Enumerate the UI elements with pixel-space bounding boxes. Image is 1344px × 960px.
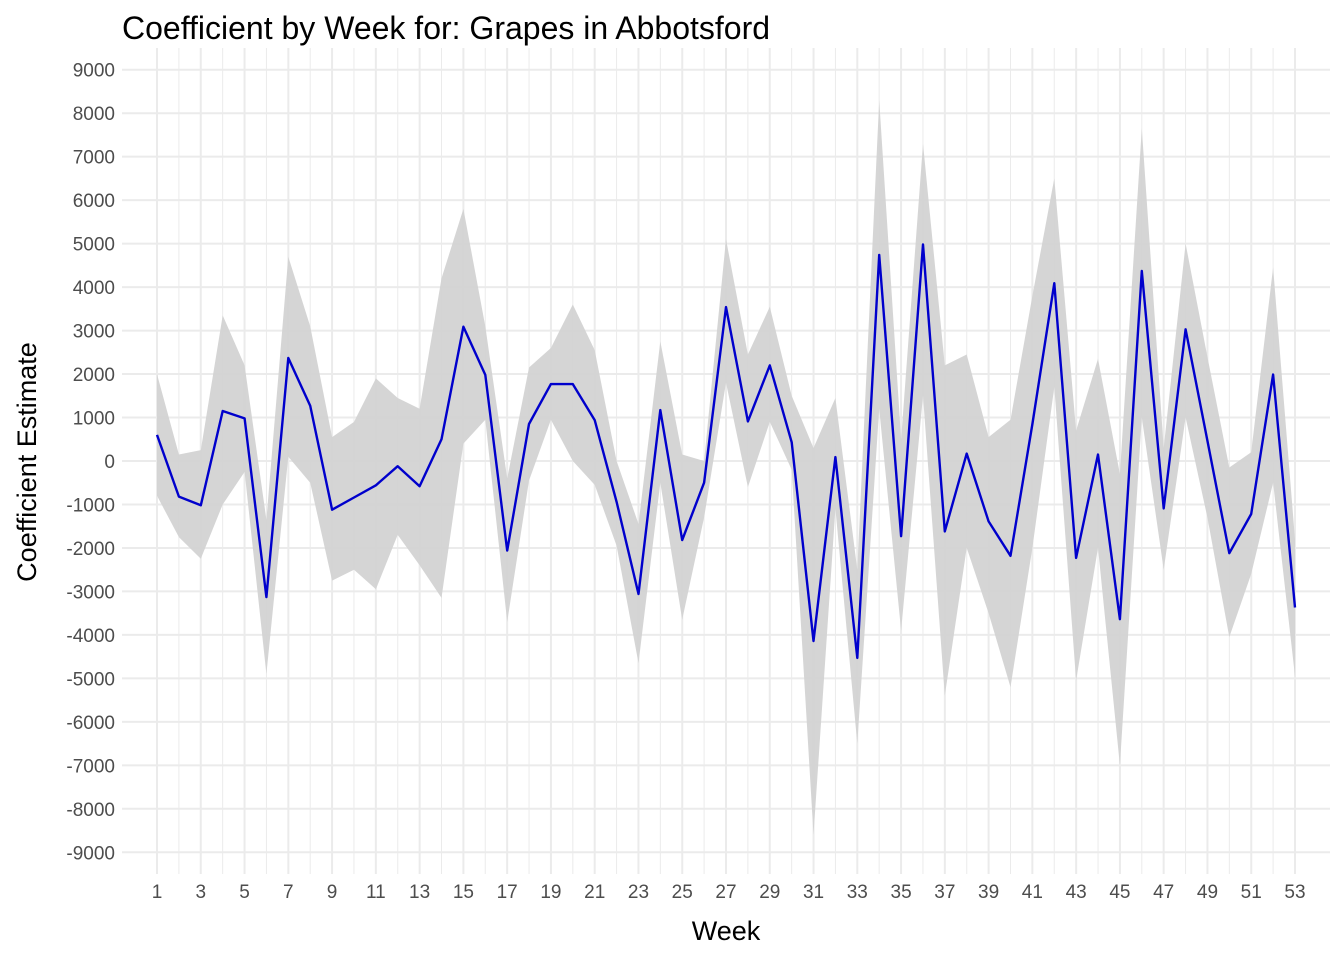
x-tick-label: 7 — [283, 882, 294, 903]
x-tick-label: 45 — [1109, 882, 1130, 903]
y-tick-label: 4000 — [73, 278, 115, 299]
y-tick-label: 2000 — [73, 365, 115, 386]
x-tick-label: 11 — [366, 882, 386, 903]
y-tick-label: -6000 — [66, 713, 115, 734]
x-tick-label: 19 — [540, 882, 561, 903]
y-tick-label: -7000 — [66, 756, 115, 777]
x-tick-label: 5 — [239, 882, 250, 903]
chart-title: Coefficient by Week for: Grapes in Abbot… — [122, 10, 770, 46]
x-tick-label: 31 — [803, 882, 824, 903]
y-tick-label: 1000 — [73, 409, 115, 430]
y-tick-labels: -9000 -8000 -7000 -6000 -5000 -4000 -3000 -2000… — [66, 61, 115, 865]
y-tick-label: -3000 — [66, 582, 115, 603]
y-tick-label: 5000 — [73, 235, 115, 256]
x-tick-label: 53 — [1284, 882, 1305, 903]
x-tick-label: 29 — [759, 882, 780, 903]
y-axis-title: Coefficient Estimate — [12, 342, 42, 582]
x-tick-label: 25 — [672, 882, 693, 903]
x-tick-label: 49 — [1197, 882, 1218, 903]
y-tick-label: -9000 — [66, 843, 115, 864]
x-tick-label: 43 — [1066, 882, 1087, 903]
x-tick-label: 47 — [1153, 882, 1174, 903]
y-tick-label: -1000 — [66, 495, 115, 516]
x-tick-label: 37 — [934, 882, 955, 903]
x-tick-label: 33 — [847, 882, 868, 903]
y-tick-label: 8000 — [73, 104, 115, 125]
y-tick-label: -5000 — [66, 669, 115, 690]
x-tick-label: 17 — [497, 882, 518, 903]
x-tick-label: 3 — [195, 882, 206, 903]
y-tick-label: 0 — [104, 452, 115, 473]
y-tick-label: -8000 — [66, 800, 115, 821]
confidence-band — [157, 100, 1295, 835]
x-tick-label: 21 — [584, 882, 605, 903]
y-tick-label: 6000 — [73, 191, 115, 212]
x-tick-label: 39 — [978, 882, 999, 903]
x-tick-label: 13 — [409, 882, 430, 903]
y-tick-label: 7000 — [73, 148, 115, 169]
x-tick-label: 27 — [715, 882, 736, 903]
y-tick-label: 9000 — [73, 61, 115, 82]
coefficient-line — [155, 243, 1297, 660]
x-tick-label: 9 — [327, 882, 338, 903]
y-tick-label: -4000 — [66, 626, 115, 647]
x-tick-label: 41 — [1022, 882, 1043, 903]
x-tick-label: 51 — [1241, 882, 1262, 903]
x-tick-labels: 1 3 5 7 9 11 13 15 17 19 21 23 25 27 29 31 33 35 37 39 41 43 4… — [152, 882, 1306, 903]
x-tick-label: 15 — [453, 882, 474, 903]
y-tick-label: -2000 — [66, 539, 115, 560]
x-tick-label: 23 — [628, 882, 649, 903]
x-tick-label: 35 — [891, 882, 912, 903]
x-tick-label: 1 — [152, 882, 163, 903]
x-axis-title: Week — [692, 916, 761, 946]
y-tick-label: 3000 — [73, 322, 115, 343]
